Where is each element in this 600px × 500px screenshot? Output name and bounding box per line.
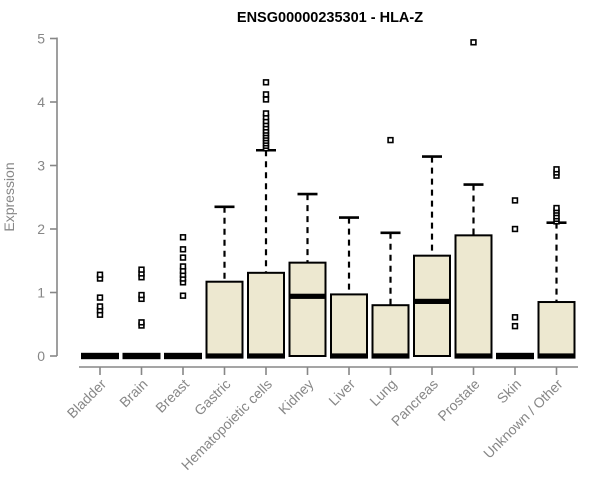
x-tick-label-breast: Breast [152, 376, 192, 416]
x-tick-label-prostate: Prostate [434, 376, 482, 424]
outlier-point [262, 91, 270, 98]
median-line [81, 352, 119, 360]
median-line [247, 353, 285, 359]
outlier-point [96, 271, 104, 278]
outlier-point [511, 197, 519, 204]
y-tick-label: 5 [37, 31, 45, 47]
x-tick-label-skin: Skin [494, 376, 525, 407]
median-line [122, 352, 161, 360]
x-tick-label-kidney: Kidney [275, 376, 317, 418]
y-tick-label: 2 [37, 221, 45, 237]
median-line [413, 298, 451, 304]
outlier-point [262, 79, 270, 86]
y-tick-label: 4 [37, 94, 45, 110]
box-group-unknown-other [537, 166, 576, 359]
iqr-box [371, 304, 410, 358]
outlier-point [179, 246, 187, 253]
box-group-pancreas [413, 155, 451, 357]
x-tick-label-liver: Liver [325, 376, 358, 409]
outlier-point [470, 39, 477, 46]
chart-title: ENSG00000235301 - HLA-Z [237, 10, 423, 26]
outlier-point [179, 234, 187, 241]
iqr-box [205, 280, 244, 357]
box-group-breast [164, 234, 202, 360]
iqr-box [537, 301, 576, 357]
x-tick-label-unknown-other: Unknown / Other [480, 376, 566, 462]
box-group-bladder [81, 271, 119, 360]
outlier-point [553, 166, 560, 173]
box-group-prostate [454, 39, 493, 359]
outlier-point [96, 303, 104, 310]
outlier-point [387, 136, 394, 144]
outlier-point [179, 263, 187, 270]
box-group-brain [122, 266, 161, 360]
iqr-box [330, 293, 368, 357]
median-line [330, 353, 368, 359]
median-line [537, 353, 576, 359]
box-group-skin [496, 197, 534, 360]
median-line [288, 293, 327, 299]
outlier-point [179, 292, 187, 299]
median-line [371, 353, 410, 359]
median-line [205, 353, 244, 359]
median-line [454, 353, 493, 359]
outlier-point [553, 204, 560, 212]
box-group-liver [330, 216, 368, 359]
iqr-box [247, 271, 285, 357]
box-group-gastric [205, 205, 244, 359]
box-group-lung [371, 136, 410, 359]
box-group-hematopoietic-cells [247, 79, 285, 359]
outlier-point [179, 254, 187, 261]
outlier-point [511, 322, 519, 330]
median-line [496, 352, 534, 360]
y-tick-label: 1 [37, 285, 45, 301]
outlier-point [138, 319, 145, 326]
x-tick-label-bladder: Bladder [64, 376, 110, 422]
median-line [164, 352, 202, 360]
outlier-point [262, 110, 270, 117]
iqr-box [454, 234, 493, 358]
outlier-point [138, 266, 145, 273]
outlier-point [511, 225, 519, 233]
outlier-point [96, 294, 104, 301]
y-axis-label: Expression [1, 162, 17, 231]
outlier-point [262, 96, 270, 103]
outlier-point [138, 291, 145, 299]
y-tick-label: 3 [37, 158, 45, 174]
x-tick-label-lung: Lung [366, 376, 399, 409]
iqr-box [413, 254, 451, 357]
iqr-box [288, 261, 327, 357]
box-group-kidney [288, 192, 327, 357]
outlier-point [511, 314, 519, 321]
y-tick-label: 0 [37, 348, 45, 364]
x-tick-label-brain: Brain [116, 376, 150, 410]
